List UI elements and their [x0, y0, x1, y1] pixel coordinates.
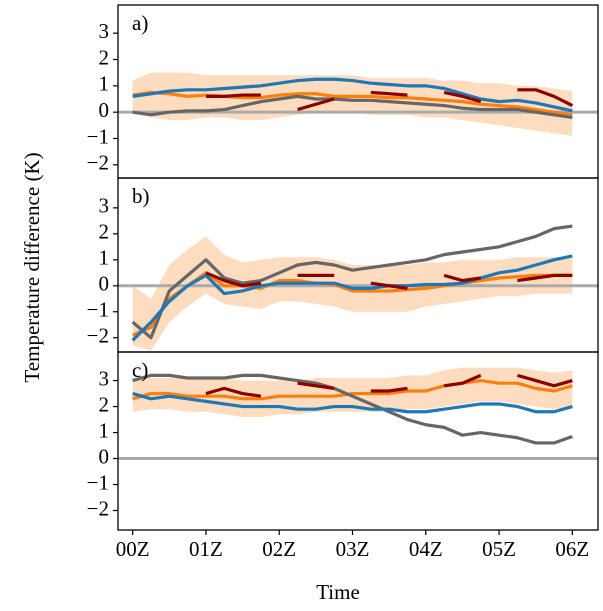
- axes-frame: [117, 351, 599, 531]
- panel-label: b): [132, 184, 150, 208]
- x-axis-label: Time: [316, 580, 360, 604]
- series-line: [132, 378, 573, 401]
- y-tick-label: 3: [99, 194, 110, 218]
- y-tick-label: 0: [99, 98, 110, 122]
- series-line: [131, 254, 573, 342]
- x-tick-label: 05Z: [482, 537, 516, 561]
- y-tick-label: −2: [87, 151, 109, 175]
- y-tick-label: −1: [87, 298, 109, 322]
- y-tick-label: 2: [99, 45, 110, 69]
- y-tick-label: 1: [99, 418, 110, 442]
- series-line: [205, 271, 573, 290]
- y-tick-label: 3: [99, 366, 110, 390]
- series-line: [132, 94, 573, 120]
- y-tick-label: 1: [99, 72, 110, 96]
- series-line: [205, 88, 574, 112]
- y-tick-label: −1: [87, 124, 109, 148]
- y-tick-label: −2: [87, 496, 109, 520]
- y-tick-label: 1: [99, 246, 110, 270]
- panel-label: a): [132, 11, 148, 35]
- x-tick-label: 06Z: [555, 537, 589, 561]
- x-tick-label: 04Z: [409, 537, 443, 561]
- series-line: [132, 77, 573, 113]
- panel-label: c): [132, 358, 148, 382]
- y-tick-label: 0: [99, 272, 110, 296]
- y-tick-label: −2: [87, 324, 109, 348]
- x-tick-label: 02Z: [262, 537, 296, 561]
- y-axis-label: Temperature difference (K): [20, 152, 44, 382]
- series-line: [131, 224, 573, 340]
- y-tick-label: 0: [99, 444, 110, 468]
- y-tick-label: −1: [87, 470, 109, 494]
- series-line: [205, 373, 573, 398]
- series-line: [132, 373, 573, 445]
- x-tick-label: 00Z: [116, 537, 150, 561]
- y-tick-label: 2: [99, 392, 110, 416]
- y-tick-label: 3: [99, 19, 110, 43]
- spread-band: [132, 236, 573, 351]
- y-tick-label: 2: [99, 220, 110, 244]
- x-tick-label: 03Z: [336, 537, 370, 561]
- x-tick-label: 01Z: [189, 537, 223, 561]
- series-line: [132, 392, 573, 414]
